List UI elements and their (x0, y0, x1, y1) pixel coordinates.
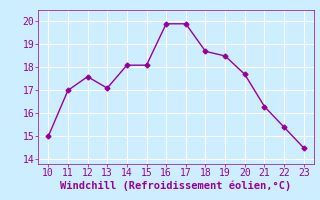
X-axis label: Windchill (Refroidissement éolien,°C): Windchill (Refroidissement éolien,°C) (60, 181, 292, 191)
